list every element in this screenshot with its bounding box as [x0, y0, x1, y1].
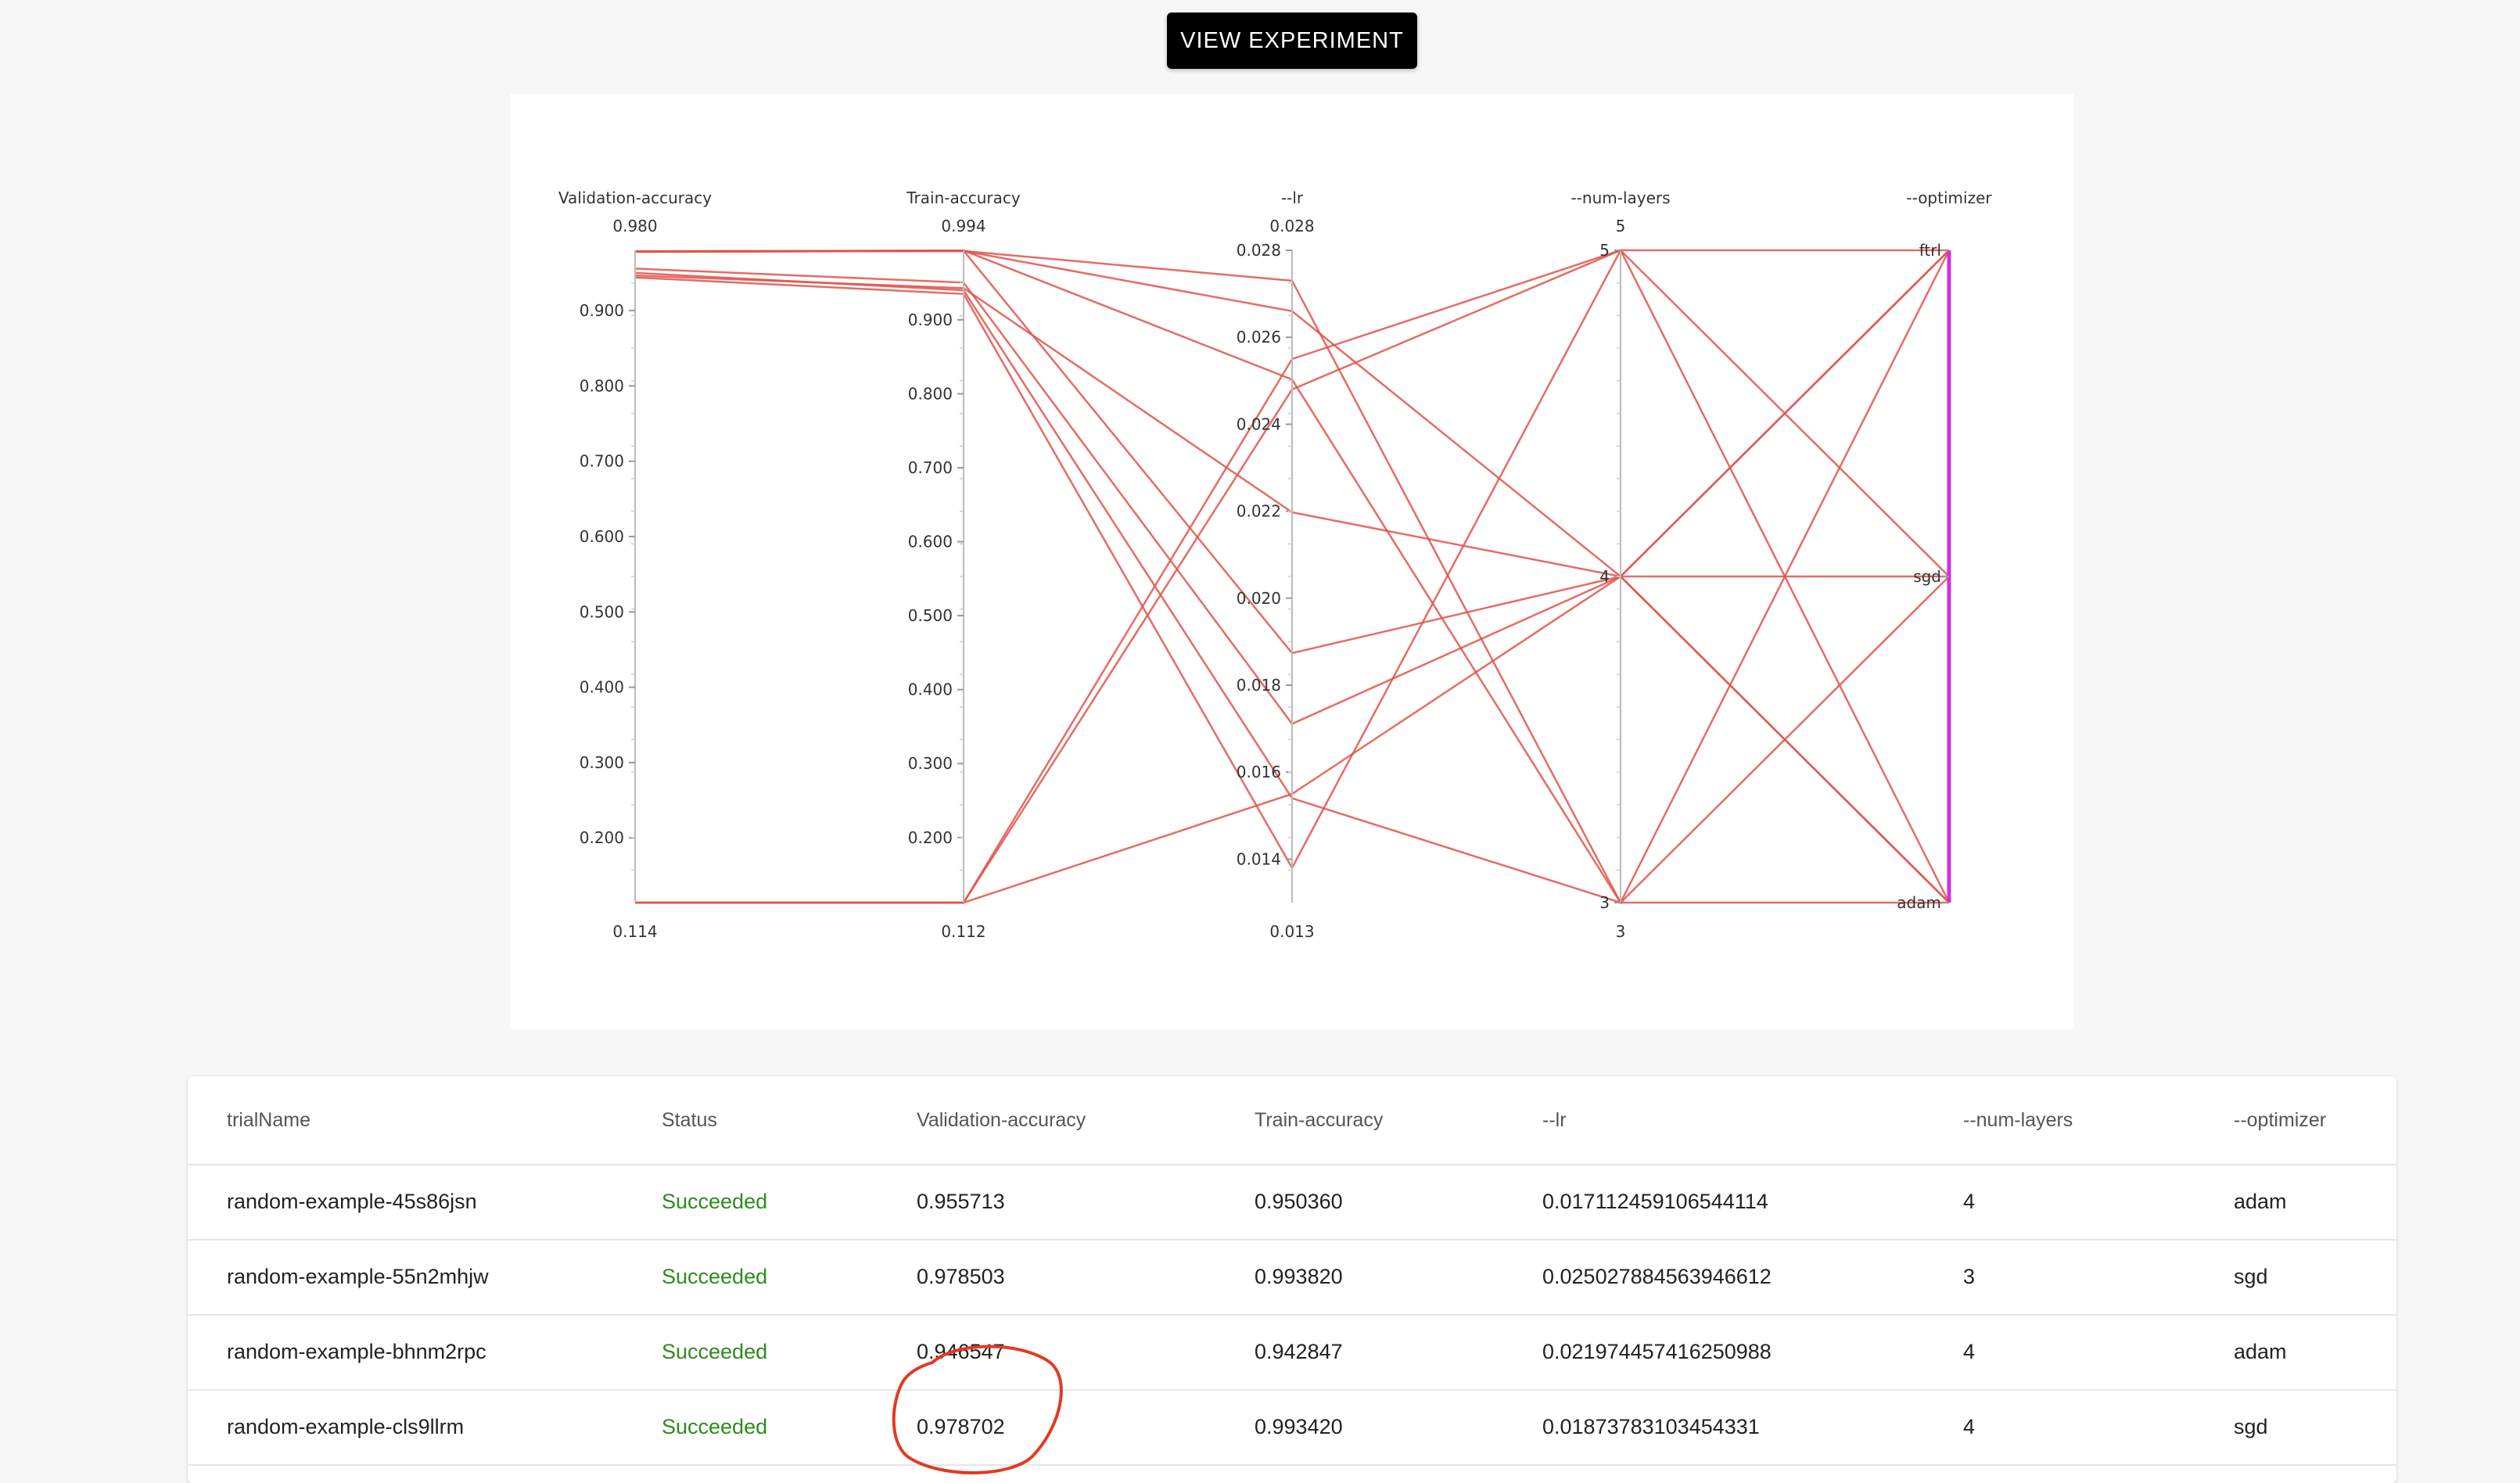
- validation-accuracy-cell: 0.978503: [917, 1264, 1005, 1288]
- header-num-layers[interactable]: --num-layers: [1963, 1108, 2073, 1131]
- status-cell: Succeeded: [662, 1264, 768, 1288]
- axis-tick-label: 0.020: [1237, 589, 1281, 608]
- lr-cell: 0.017112459106544114: [1542, 1189, 1768, 1213]
- num-layers-cell: 4: [1963, 1189, 1976, 1213]
- trial-name-cell: random-example-bhnm2rpc: [227, 1339, 486, 1363]
- axis-tick-label: 0.200: [580, 828, 624, 847]
- header-validation-accuracy[interactable]: Validation-accuracy: [917, 1108, 1086, 1131]
- axis-tick-label: 0.600: [908, 533, 953, 551]
- axis-tick-label: 0.022: [1237, 502, 1281, 521]
- axis-tick-label: 0.700: [580, 452, 624, 471]
- axis-title: --optimizer: [1906, 189, 1992, 207]
- trials-table: trialName Status Validation-accuracy Tra…: [188, 1076, 2396, 1483]
- axis-title: Train-accuracy: [906, 189, 1021, 207]
- lr-cell: 0.01873783103454331: [1542, 1414, 1760, 1438]
- num-layers-cell: 3: [1963, 1264, 1976, 1288]
- trial-name-cell: random-example-cls9llrm: [227, 1414, 465, 1438]
- status-cell: Succeeded: [662, 1414, 768, 1438]
- header-lr[interactable]: --lr: [1542, 1108, 1567, 1131]
- axis-tick-label: 0.018: [1237, 676, 1281, 695]
- header-trial-name[interactable]: trialName: [227, 1108, 311, 1131]
- axis-tick-label: 0.800: [908, 384, 953, 403]
- axis-tick-label: adam: [1897, 893, 1941, 912]
- axis-max-label: 0.028: [1269, 217, 1314, 235]
- train-accuracy-cell: 0.993420: [1255, 1414, 1343, 1438]
- view-experiment-button[interactable]: VIEW EXPERIMENT: [1167, 13, 1417, 69]
- table-row[interactable]: random-example-45s86jsn Succeeded 0.9557…: [188, 1164, 2396, 1241]
- axis-tick-label: 0.900: [580, 301, 624, 320]
- validation-accuracy-cell: 0.955713: [917, 1189, 1005, 1213]
- optimizer-cell: adam: [2234, 1339, 2287, 1363]
- axis-tick-label: 0.500: [580, 602, 624, 621]
- axis-tick-label: 0.014: [1237, 849, 1281, 868]
- optimizer-cell: sgd: [2234, 1264, 2268, 1288]
- status-cell: Succeeded: [662, 1189, 768, 1213]
- axis-tick-label: 0.300: [580, 753, 624, 772]
- hand-drawn-circle-annotation: [892, 1345, 1063, 1474]
- axis-tick-label: 3: [1599, 893, 1610, 912]
- axis-tick-label: 5: [1599, 241, 1610, 260]
- lr-cell: 0.025027884563946612: [1542, 1264, 1772, 1288]
- table-row[interactable]: random-example-bhnm2rpc Succeeded 0.9465…: [188, 1314, 2396, 1391]
- trial-name-cell: random-example-55n2mhjw: [227, 1264, 489, 1288]
- optimizer-cell: adam: [2234, 1189, 2287, 1213]
- validation-accuracy-cell: 0.946547: [917, 1339, 1005, 1363]
- num-layers-cell: 4: [1963, 1414, 1976, 1438]
- axis-tick-label: 0.400: [908, 680, 953, 699]
- lr-cell: 0.021974457416250988: [1542, 1339, 1772, 1363]
- axis-title: --num-layers: [1571, 189, 1670, 207]
- chart-svg: Validation-accuracy 0.980 0.114 0.900 0.800 0…: [558, 189, 1992, 941]
- axis-tick-label: 0.900: [908, 311, 953, 329]
- axis-max-label: 5: [1616, 217, 1626, 235]
- axis-tick-label: 0.200: [908, 828, 953, 847]
- status-cell: Succeeded: [662, 1339, 768, 1363]
- optimizer-cell: sgd: [2234, 1414, 2268, 1438]
- axis-tick-label: sgd: [1913, 567, 1941, 586]
- axis-tick-label: 0.016: [1237, 763, 1281, 781]
- axis-title: Validation-accuracy: [558, 189, 712, 207]
- axis-max-label: 0.994: [941, 217, 985, 235]
- trial-name-cell: random-example-45s86jsn: [227, 1189, 477, 1213]
- validation-accuracy-cell: 0.978702: [917, 1414, 1005, 1438]
- table-header-row: trialName Status Validation-accuracy Tra…: [188, 1076, 2396, 1165]
- axis-tick-label: 0.400: [580, 678, 624, 697]
- axis-tick-label: 0.500: [908, 606, 953, 625]
- header-optimizer[interactable]: --optimizer: [2234, 1108, 2327, 1131]
- axis-tick-label: 0.800: [580, 376, 624, 395]
- table-row[interactable]: random-example-55n2mhjw Succeeded 0.9785…: [188, 1239, 2396, 1316]
- axis-tick-label: 0.024: [1237, 415, 1281, 433]
- axis-min-label: 0.114: [612, 922, 657, 941]
- train-accuracy-cell: 0.993820: [1255, 1264, 1343, 1288]
- train-accuracy-cell: 0.942847: [1255, 1339, 1343, 1363]
- num-layers-cell: 4: [1963, 1339, 1976, 1363]
- axis-tick-label: 0.600: [580, 527, 624, 546]
- axis-tick-label: 0.700: [908, 458, 953, 477]
- axis-min-label: 0.112: [941, 922, 985, 941]
- axis-tick-label: 0.300: [908, 754, 953, 773]
- table-row[interactable]: random-example-cls9llrm Succeeded 0.9787…: [188, 1389, 2396, 1466]
- axis-min-label: 0.013: [1269, 922, 1314, 941]
- axis-max-label: 0.980: [612, 217, 657, 235]
- axis-tick-label: 4: [1599, 567, 1610, 586]
- axis-tick-label: ftrl: [1919, 241, 1941, 260]
- parallel-coordinates-chart: Validation-accuracy 0.980 0.114 0.900 0.800 0…: [510, 94, 2074, 1029]
- train-accuracy-cell: 0.950360: [1255, 1189, 1343, 1213]
- axis-title: --lr: [1281, 189, 1304, 207]
- axis-min-label: 3: [1616, 922, 1626, 941]
- axis-tick-label: 0.026: [1237, 328, 1281, 347]
- header-status[interactable]: Status: [662, 1108, 717, 1131]
- axis-tick-label: 0.028: [1237, 241, 1281, 260]
- header-train-accuracy[interactable]: Train-accuracy: [1255, 1108, 1384, 1131]
